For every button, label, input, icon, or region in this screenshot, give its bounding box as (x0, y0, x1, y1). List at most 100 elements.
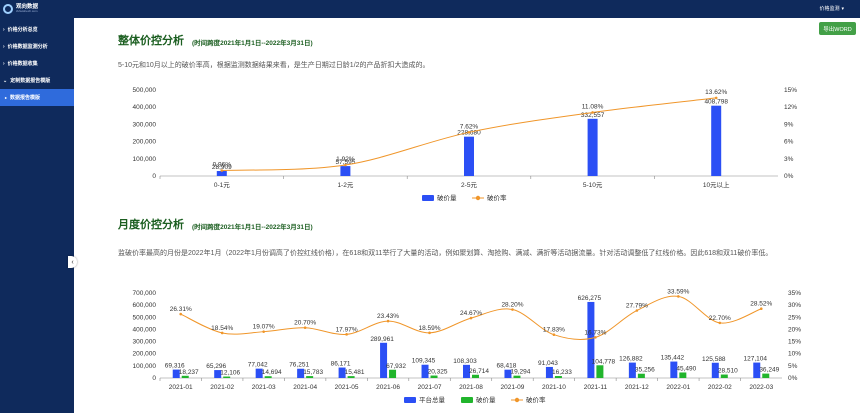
overall-bar-a (711, 105, 722, 176)
monthly-bar-b (637, 373, 645, 378)
monthly-bar-b (347, 376, 355, 378)
monthly-bar-a (172, 369, 180, 378)
overall-line-label: 0.96% (213, 161, 232, 168)
monthly-line-label: 28.52% (750, 301, 772, 308)
monthly-legend-label: 平台总量 (419, 395, 446, 404)
monthly-line-point (759, 307, 763, 311)
sidebar-item-overview[interactable]: › 价格分析总览 (0, 21, 74, 38)
monthly-legend-swatch (461, 397, 473, 403)
monthly-line-point (428, 331, 431, 335)
monthly-bar-label: 16,233 (552, 369, 572, 376)
overall-y-right-tick: 12% (784, 104, 797, 111)
monthly-bar-label: 12,106 (220, 370, 240, 377)
monthly-line-label: 17.83% (543, 327, 565, 334)
monthly-y-left-tick: 600,000 (133, 302, 157, 309)
section-title-monthly: 月度价控分析 (118, 219, 184, 231)
chevron-right-icon: › (3, 26, 5, 33)
monthly-legend-label: 破价率 (526, 395, 546, 404)
monthly-bar-label: 76,251 (289, 362, 309, 369)
monthly-bar-label: 15,783 (303, 369, 323, 376)
overall-line-point (467, 131, 471, 134)
monthly-bar-a (338, 367, 346, 378)
monthly-line-label: 28.20% (501, 302, 523, 309)
sidebar-item-label: 价格数据收集 (7, 61, 38, 67)
section-description-overall: 5-10元和10月以上的破价率高，根据监测数据结果来看，是生产日期过日龄1/2的… (118, 62, 430, 69)
monthly-line-label: 17.97% (336, 326, 358, 333)
monthly-x-tick-label: 2021-05 (335, 384, 359, 391)
overall-bar-label: 332,557 (581, 112, 605, 119)
overall-line-label: 13.62% (705, 89, 727, 96)
export-word-button[interactable]: 导出WORD (819, 22, 856, 35)
monthly-bar-a (297, 368, 305, 378)
monthly-legend-swatch (404, 397, 416, 403)
overall-bar-label: 408,798 (704, 99, 728, 106)
monthly-y-right-tick: 15% (788, 339, 801, 346)
monthly-bar-label: 127,104 (744, 356, 768, 363)
overall-line-point (591, 111, 594, 114)
monthly-bar-label: 28,510 (718, 368, 738, 375)
chevron-down-icon: ⌄ (3, 77, 8, 84)
section-title-overall: 整体价控分析 (118, 35, 184, 47)
monthly-line-point (262, 330, 265, 333)
monthly-bar-a (628, 362, 636, 378)
monthly-bar-label: 126,882 (619, 356, 643, 363)
monthly-bar-b (181, 375, 189, 378)
monthly-bar-a (753, 362, 761, 378)
user-menu[interactable]: 价格监测 ▾ (819, 5, 844, 13)
chevron-left-icon: ‹ (71, 258, 74, 266)
collapse-sidebar-button[interactable]: ‹ (68, 256, 77, 268)
overall-y-left-tick: 0 (152, 173, 156, 180)
monthly-bar-a (545, 366, 553, 378)
overall-y-left-tick: 300,000 (133, 121, 157, 128)
monthly-line-label: 23.43% (377, 313, 399, 320)
monthly-y-left-tick: 100,000 (133, 363, 157, 370)
monthly-bar-b (720, 374, 728, 378)
monthly-y-left-tick: 300,000 (133, 339, 157, 346)
overall-legend-label: 破价率 (487, 193, 507, 202)
overall-bar-a (216, 171, 227, 176)
monthly-x-tick-label: 2021-06 (376, 384, 400, 391)
monthly-bar-label: 109,345 (412, 358, 436, 365)
sidebar-item-report-template[interactable]: ▸ 数据报告模版 (0, 89, 74, 106)
monthly-bar-a (587, 301, 595, 378)
overall-y-left-tick: 500,000 (133, 87, 157, 94)
monthly-bar-label: 135,442 (661, 355, 685, 362)
monthly-x-tick-label: 2021-07 (418, 384, 442, 391)
sidebar-nav: › 价格分析总览 › 价格数据监测分析 › 价格数据收集 ⌄ 定制数据报告模版 ▸ 数据报… (0, 21, 74, 106)
sidebar-item-label: 价格分析总览 (7, 27, 38, 33)
chevron-right-icon: › (3, 60, 5, 67)
user-name: 价格监测 (819, 6, 840, 12)
monthly-bar-label: 65,296 (206, 363, 226, 370)
logo-icon (3, 4, 13, 14)
sidebar-item-monitoring[interactable]: › 价格数据监测分析 (0, 38, 74, 55)
monthly-bar-a (711, 362, 719, 378)
sidebar-item-custom-report[interactable]: ⌄ 定制数据报告模版 (0, 72, 74, 89)
app-subtitle: zkhuishech.com (16, 9, 38, 14)
monthly-x-tick-label: 2021-03 (252, 384, 276, 391)
overall-x-tick-label: 5-10元 (583, 181, 603, 189)
monthly-line-label: 22.70% (709, 315, 731, 322)
monthly-bar-a (463, 364, 470, 378)
monthly-bar-a (214, 370, 222, 378)
monthly-bar-label: 108,303 (453, 358, 477, 365)
monthly-y-right-tick: 30% (788, 302, 801, 309)
monthly-x-tick-label: 2022-02 (708, 384, 732, 391)
monthly-bar-label: 14,694 (262, 369, 282, 376)
sidebar-item-label: 价格数据监测分析 (7, 44, 48, 50)
overall-y-right-tick: 9% (784, 121, 794, 128)
monthly-bar-label: 289,961 (370, 336, 394, 343)
monthly-y-right-tick: 5% (788, 363, 798, 370)
monthly-bar-label: 125,588 (702, 356, 726, 363)
overall-line-point (714, 96, 718, 100)
monthly-line (180, 295, 762, 341)
monthly-x-tick-label: 2021-10 (542, 384, 566, 391)
overall-line-label: 1.92% (336, 156, 355, 163)
monthly-line-point (635, 309, 639, 312)
monthly-bar-label: 67,932 (386, 363, 406, 370)
chevron-down-icon: ▾ (841, 5, 844, 12)
monthly-bar-b (264, 376, 272, 378)
sidebar-item-collection[interactable]: › 价格数据收集 (0, 55, 74, 72)
monthly-y-left-tick: 400,000 (133, 326, 157, 333)
monthly-legend-swatch (514, 397, 520, 403)
overall-line-label: 11.08% (582, 103, 604, 110)
